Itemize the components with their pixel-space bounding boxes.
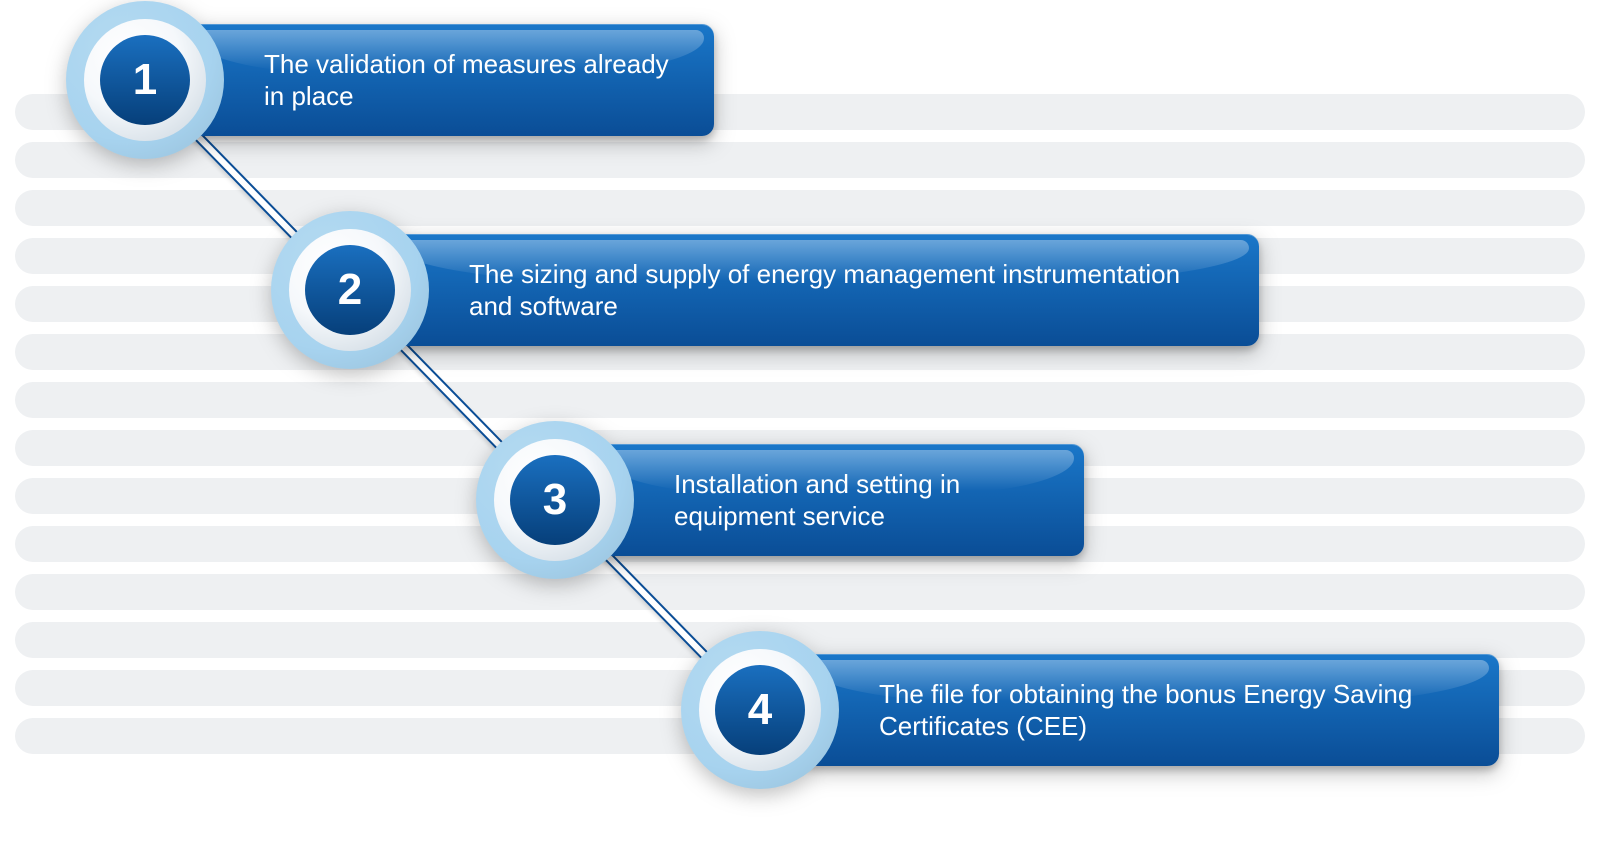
step-1-circle: 1 [66,1,224,159]
step-2-circle: 2 [271,211,429,369]
step-4: 4 The file for obtaining the bonus Energ… [681,631,1539,789]
step-1: 1 The validation of measures already in … [66,1,754,159]
step-4-panel: The file for obtaining the bonus Energy … [799,654,1499,766]
background-bar [15,574,1585,610]
step-2-panel: The sizing and supply of energy manageme… [389,234,1259,346]
step-4-label: The file for obtaining the bonus Energy … [879,678,1459,743]
step-3: 3 Installation and setting in equipment … [476,421,1124,579]
step-2-number-disc: 2 [305,245,395,335]
step-3-circle: 3 [476,421,634,579]
step-3-number-disc: 3 [510,455,600,545]
step-3-number: 3 [543,475,567,525]
step-1-number-disc: 1 [100,35,190,125]
step-2-number: 2 [338,265,362,315]
step-1-label: The validation of measures already in pl… [264,48,674,113]
step-2: 2 The sizing and supply of energy manage… [271,211,1299,369]
step-4-number: 4 [748,685,772,735]
step-3-panel: Installation and setting in equipment se… [594,444,1084,556]
step-2-label: The sizing and supply of energy manageme… [469,258,1219,323]
step-4-number-disc: 4 [715,665,805,755]
background-bar [15,382,1585,418]
step-4-circle: 4 [681,631,839,789]
step-1-number: 1 [133,55,157,105]
step-1-panel: The validation of measures already in pl… [184,24,714,136]
step-3-label: Installation and setting in equipment se… [674,468,1044,533]
